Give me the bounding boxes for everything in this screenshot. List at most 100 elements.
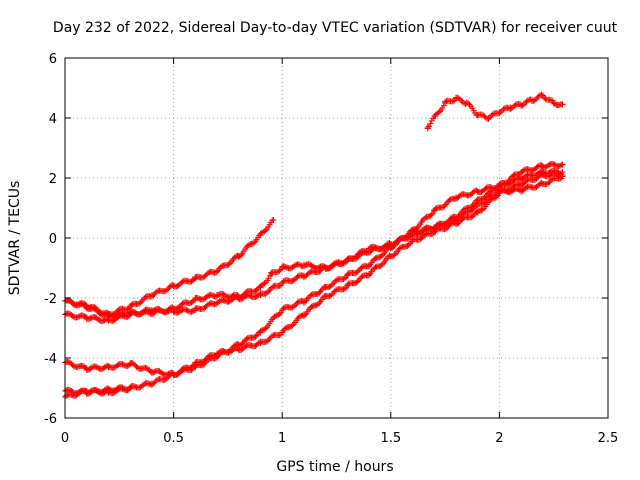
data-point	[452, 220, 459, 226]
data-point	[409, 238, 416, 244]
y-tick-label: 0	[49, 232, 57, 247]
data-point	[344, 283, 351, 289]
data-point	[235, 253, 242, 259]
series-markers	[62, 170, 566, 397]
data-point	[474, 112, 481, 118]
data-point	[452, 194, 459, 201]
data-point	[235, 293, 242, 300]
data-point	[431, 208, 438, 214]
series-markers	[62, 217, 277, 318]
data-point	[387, 244, 394, 250]
data-point	[366, 271, 373, 277]
data-point	[344, 257, 351, 264]
y-axis-label: SDTVAR / TECUs	[7, 181, 23, 296]
data-point	[127, 304, 134, 310]
data-point	[300, 272, 307, 279]
data-point	[105, 389, 112, 396]
data-point	[192, 307, 199, 313]
data-point	[518, 181, 525, 187]
data-point	[300, 298, 307, 304]
data-point	[257, 340, 264, 346]
data-point	[214, 292, 221, 298]
data-point	[496, 190, 503, 196]
data-point	[170, 305, 177, 312]
data-point	[148, 292, 155, 298]
data-point	[83, 365, 90, 372]
series-track-1	[62, 217, 277, 318]
data-point	[105, 313, 112, 319]
data-point	[496, 109, 503, 115]
data-point	[539, 92, 546, 99]
data-point	[409, 229, 416, 235]
data-point	[214, 268, 221, 274]
data-point	[279, 307, 286, 313]
x-tick-label: 0.5	[163, 431, 184, 446]
data-point	[83, 314, 90, 321]
data-point	[148, 380, 155, 387]
series-track-5	[62, 170, 566, 397]
data-point	[257, 329, 264, 336]
data-point	[559, 172, 566, 178]
data-point	[192, 275, 199, 282]
data-point	[300, 311, 307, 318]
x-tick-label: 0	[61, 431, 69, 446]
data-point	[387, 253, 394, 259]
series-track-4	[62, 173, 566, 378]
data-point	[214, 299, 221, 306]
data-point	[257, 232, 264, 238]
data-point	[474, 202, 481, 208]
data-point	[366, 262, 373, 268]
x-tick-label: 1	[278, 431, 286, 446]
data-point	[268, 271, 275, 277]
grid	[65, 58, 608, 418]
series-track-6	[62, 385, 134, 400]
data-point	[83, 304, 90, 310]
series-track-2	[62, 167, 566, 325]
data-point	[127, 361, 134, 367]
data-point	[474, 209, 481, 216]
x-tick-label: 1.5	[380, 431, 401, 446]
data-point	[518, 101, 525, 108]
data-point	[192, 296, 199, 303]
axis-ticks: 0 0.5 1 1.5 2 2.5 -6 -4 -2 0 2 4 6	[44, 52, 618, 446]
x-tick-label: 2	[495, 431, 503, 446]
data-point	[442, 100, 449, 106]
data-point	[148, 368, 155, 375]
data-point	[83, 388, 90, 394]
series-markers	[62, 167, 566, 325]
data-point	[485, 115, 492, 121]
data-point	[463, 100, 470, 106]
data-point	[170, 283, 177, 289]
data-point	[214, 350, 221, 357]
data-point	[279, 329, 286, 336]
data-point	[257, 284, 264, 291]
y-tick-label: -6	[44, 412, 57, 427]
x-axis-label: GPS time / hours	[276, 459, 393, 475]
data-point	[235, 346, 242, 352]
y-tick-label: 6	[49, 52, 57, 67]
series-markers	[62, 173, 566, 378]
data-point	[105, 364, 112, 370]
data-point	[518, 169, 525, 175]
data-point	[452, 95, 459, 102]
data-point	[127, 310, 134, 316]
chart-title: Day 232 of 2022, Sidereal Day-to-day VTE…	[53, 20, 618, 36]
data-point	[127, 385, 134, 391]
data-point	[300, 262, 307, 268]
data-point	[424, 124, 431, 130]
x-tick-label: 2.5	[598, 431, 619, 446]
data-point	[559, 101, 566, 108]
data-point	[344, 272, 351, 279]
data-series	[62, 91, 566, 400]
plot-frame	[64, 57, 609, 419]
y-tick-label: -2	[44, 292, 57, 307]
data-point	[539, 172, 546, 178]
series-markers	[424, 91, 566, 132]
data-point	[507, 104, 514, 111]
data-point	[170, 371, 177, 378]
data-point	[279, 265, 286, 271]
data-point	[474, 188, 481, 195]
data-point	[550, 100, 557, 106]
data-point	[496, 182, 503, 189]
